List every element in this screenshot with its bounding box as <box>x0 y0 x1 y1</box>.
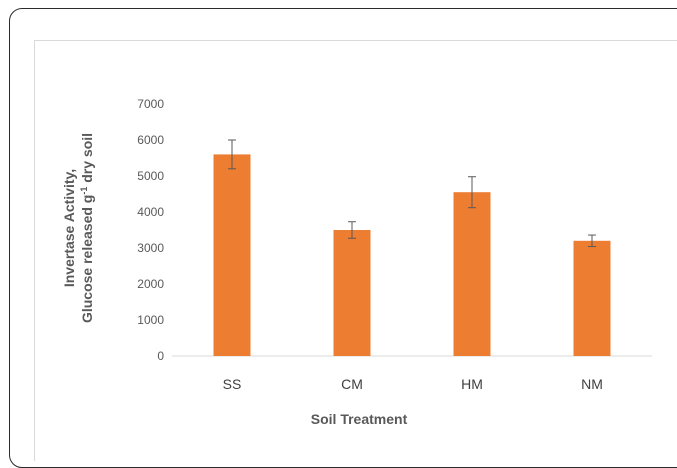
y-axis-title-line2: Glucose released g-1 dry soil <box>79 133 95 323</box>
x-axis-categories: SS CM HM NM <box>223 376 603 392</box>
x-category-label: HM <box>461 376 483 392</box>
x-category-label: NM <box>581 376 603 392</box>
bar-hm <box>453 192 491 356</box>
y-axis-title: Invertase Activity, Glucose released g-1… <box>61 133 95 323</box>
y-tick-label: 0 <box>157 349 164 363</box>
error-bar-cm <box>348 221 356 239</box>
bar-ss <box>213 154 251 356</box>
y-tick-label: 7000 <box>137 97 164 111</box>
bar-nm <box>573 240 611 356</box>
y-axis-title-line2-tail: dry soil <box>79 133 95 187</box>
x-category-label: CM <box>341 376 363 392</box>
y-tick-label: 5000 <box>137 169 164 183</box>
y-axis-title-superscript: -1 <box>79 187 89 195</box>
y-tick-label: 4000 <box>137 205 164 219</box>
x-category-label: SS <box>223 376 242 392</box>
bars <box>213 154 611 356</box>
y-axis-ticks: 0 1000 2000 3000 4000 5000 6000 7000 <box>137 97 164 363</box>
error-bar-ss <box>228 139 236 170</box>
invertase-activity-bar-chart: 0 1000 2000 3000 4000 5000 6000 7000 SS CM HM NM S… <box>61 97 652 427</box>
bar-cm <box>333 230 371 356</box>
y-axis-title-line1: Invertase Activity, <box>61 169 77 287</box>
error-bars <box>228 139 596 248</box>
y-tick-label: 2000 <box>137 277 164 291</box>
y-axis-title-line2-main: Glucose released g <box>79 195 95 323</box>
y-tick-label: 1000 <box>137 313 164 327</box>
y-tick-label: 3000 <box>137 241 164 255</box>
y-tick-label: 6000 <box>137 133 164 147</box>
error-bar-hm <box>468 176 476 209</box>
error-bar-nm <box>588 234 596 248</box>
x-axis-title: Soil Treatment <box>311 411 408 427</box>
